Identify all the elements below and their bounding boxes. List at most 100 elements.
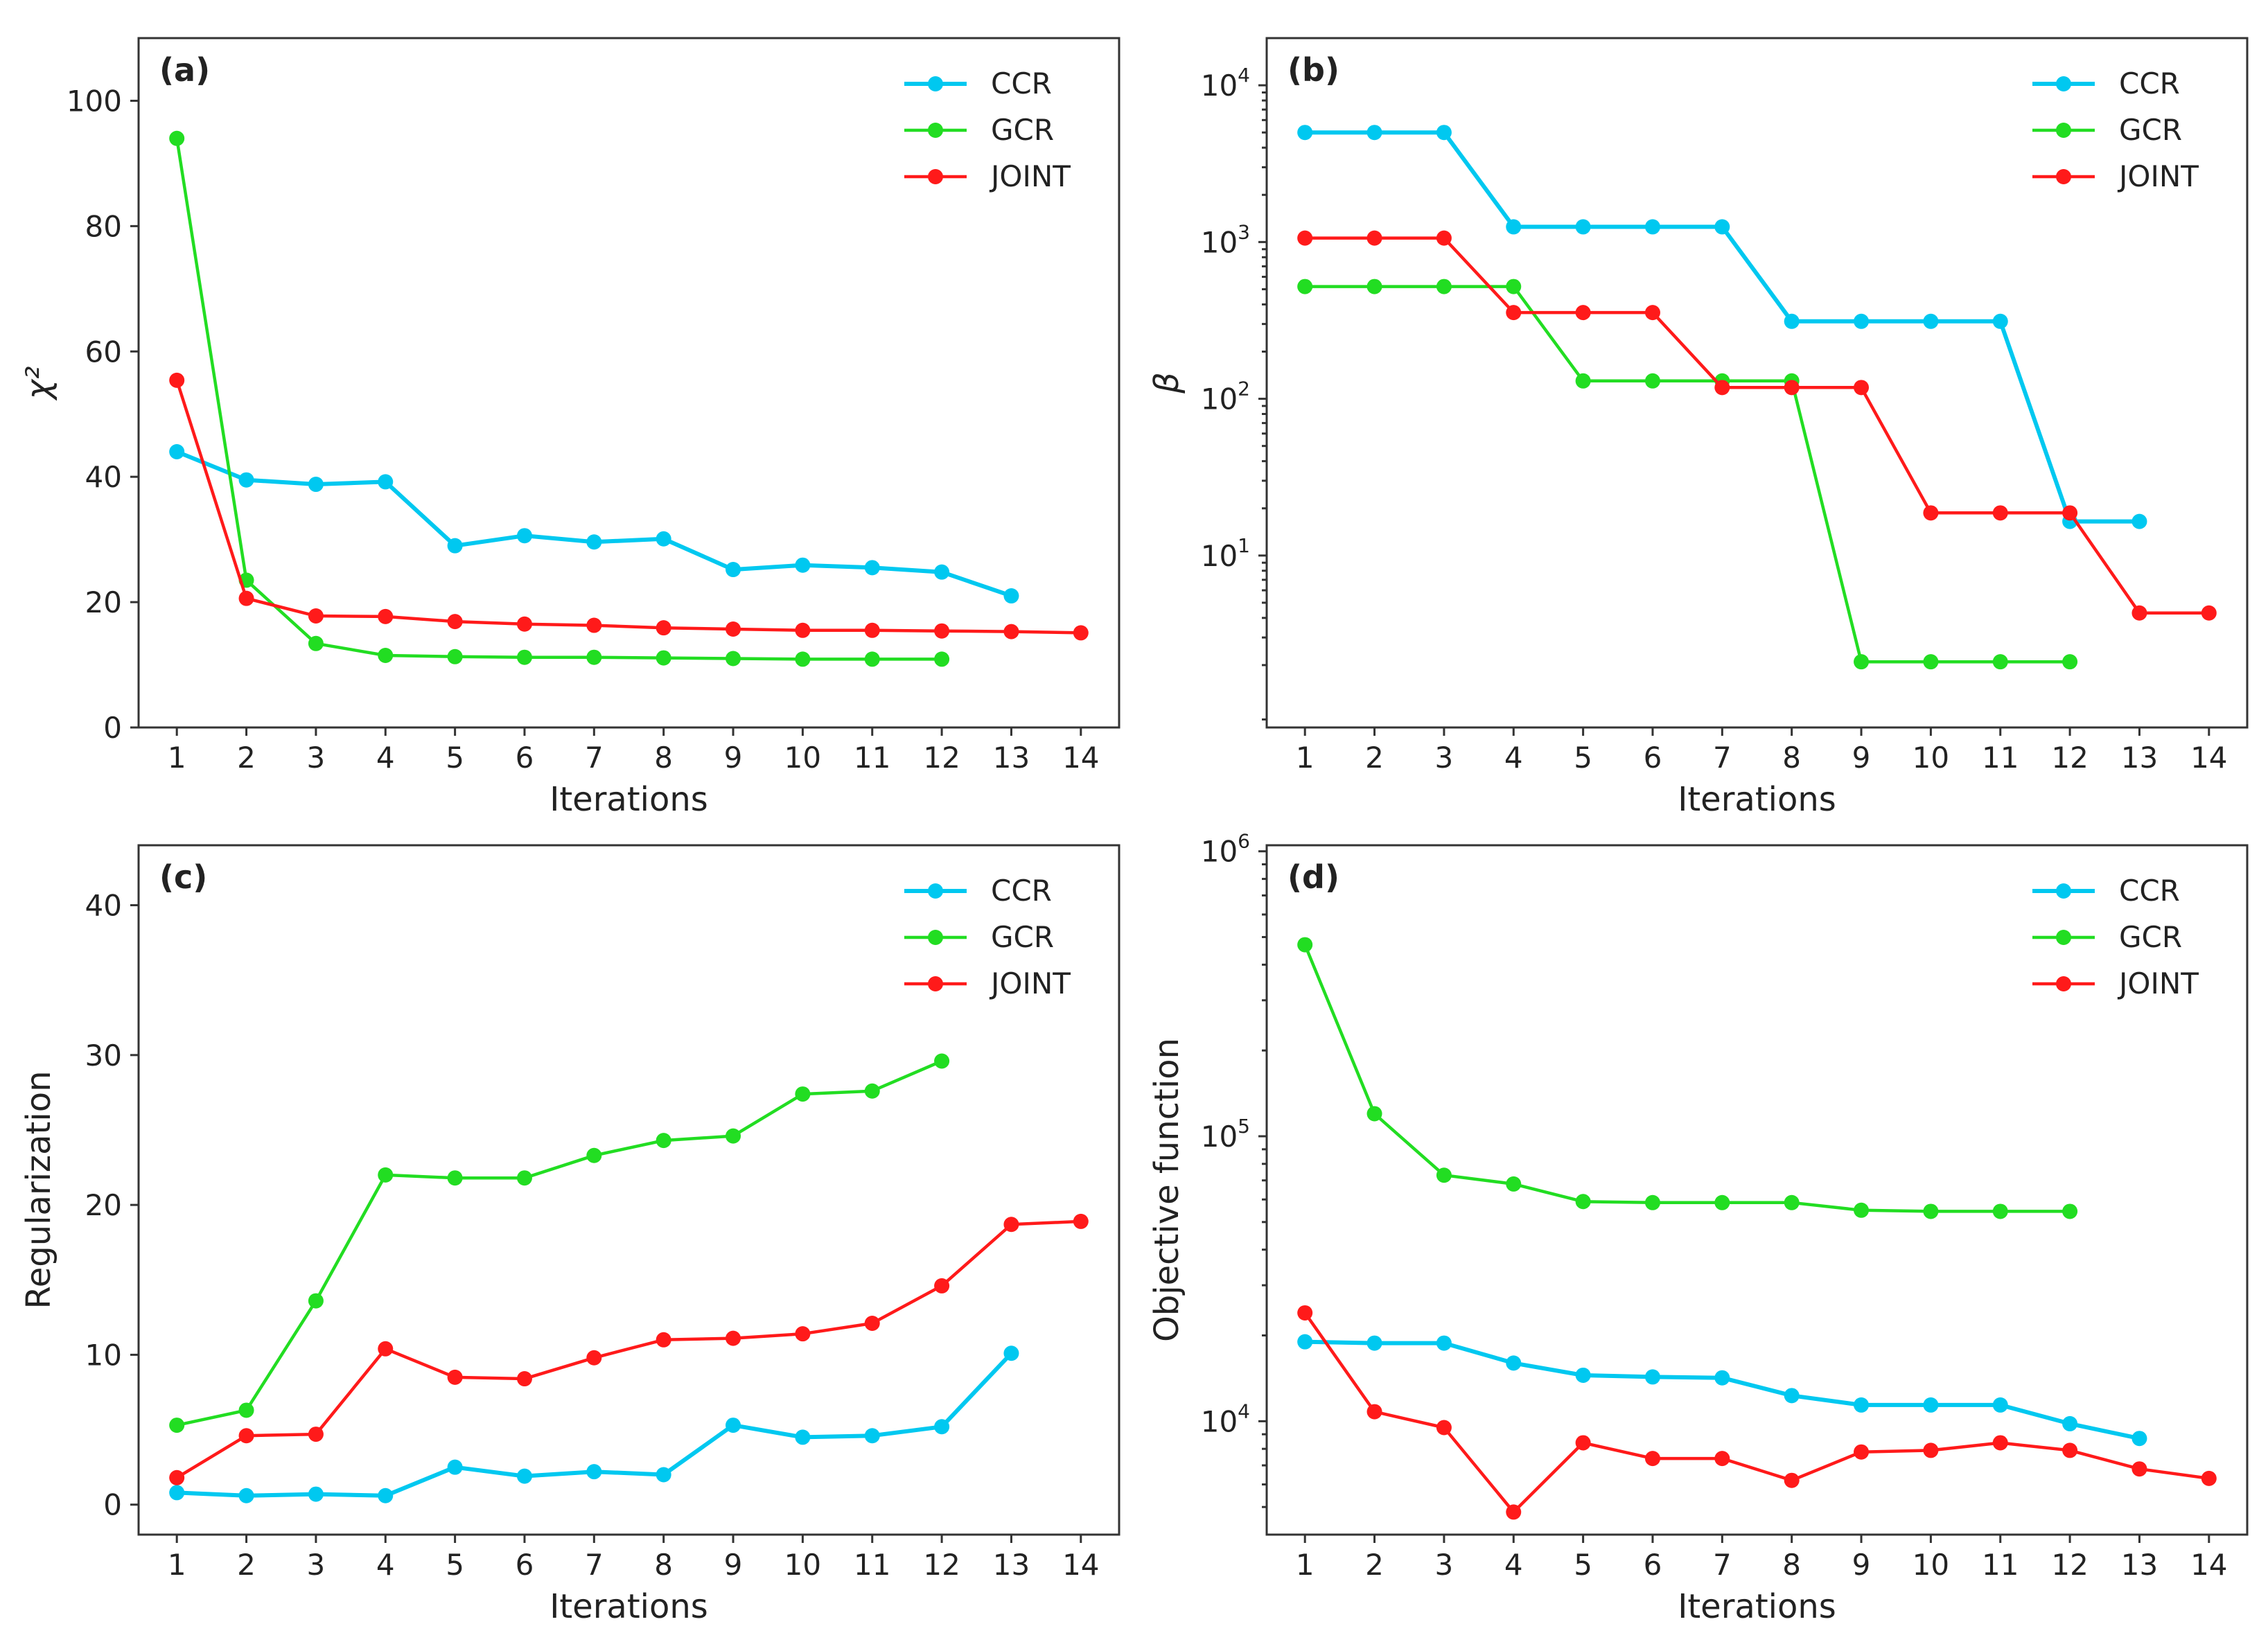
data-point [1436, 1335, 1452, 1351]
data-point [864, 622, 880, 638]
x-tick-label: 13 [2121, 741, 2158, 775]
data-point [934, 1278, 950, 1294]
x-tick-label: 13 [2121, 1548, 2158, 1582]
legend-label: JOINT [2117, 966, 2199, 1000]
data-point [1923, 313, 1939, 329]
data-point [1073, 625, 1089, 641]
data-point [1854, 1202, 1870, 1218]
y-axis-label: Objective function [1148, 1038, 1186, 1342]
data-point [726, 1418, 741, 1433]
x-tick-label: 6 [516, 741, 534, 775]
x-tick-label: 5 [1574, 741, 1592, 775]
series-joint [1297, 230, 2217, 621]
data-point [795, 557, 811, 573]
data-point [1297, 279, 1313, 294]
data-point [1854, 654, 1870, 670]
legend-label: CCR [991, 874, 1052, 908]
data-point [586, 534, 602, 550]
data-point [656, 1133, 671, 1149]
series-line [175, 138, 942, 661]
chart-a: 1 2 3 4 5 6 7 8 9 10 11 12 13 14020406080100Iteration… [19, 37, 1120, 819]
x-tick-label: 6 [1644, 741, 1662, 775]
data-point [1003, 1217, 1019, 1233]
data-point [308, 1293, 324, 1309]
data-point [1297, 230, 1313, 246]
x-tick-label: 8 [654, 741, 673, 775]
series-ccr [169, 1345, 1019, 1503]
data-point [2131, 1461, 2147, 1477]
y-tick-label: 103 [1201, 220, 1250, 259]
data-point [656, 531, 671, 547]
y-tick-label: 40 [85, 460, 122, 494]
data-point [1073, 1213, 1089, 1229]
data-point [516, 1170, 532, 1186]
data-point [1714, 219, 1730, 235]
x-tick-label: 7 [1713, 741, 1732, 775]
data-point [1003, 624, 1019, 639]
x-tick-label: 13 [993, 741, 1030, 775]
data-point [1992, 1203, 2008, 1219]
x-tick-label: 12 [923, 1548, 960, 1582]
panel-label: (a) [159, 51, 210, 89]
x-tick-label: 7 [585, 1548, 604, 1582]
legend-marker [2056, 76, 2071, 91]
x-tick-label: 10 [784, 1548, 821, 1582]
x-tick-label: 14 [2190, 741, 2227, 775]
data-point [2201, 605, 2217, 621]
data-point [447, 1459, 463, 1475]
x-tick-label: 5 [1574, 1548, 1592, 1582]
data-point [656, 1332, 671, 1348]
data-point [447, 1170, 463, 1186]
data-point [447, 648, 463, 664]
data-point [1297, 1305, 1313, 1321]
legend-item-ccr: CCR [2032, 67, 2180, 100]
data-point [1644, 1194, 1660, 1210]
x-tick-label: 11 [1982, 741, 2019, 775]
series-ccr [1297, 1334, 2147, 1447]
series-gcr [1297, 279, 2078, 670]
y-tick-label: 104 [1201, 64, 1250, 103]
x-tick-label: 13 [993, 1548, 1030, 1582]
data-point [1854, 1444, 1870, 1460]
data-point [656, 1467, 671, 1483]
series-line [1303, 1312, 2210, 1514]
legend-label: CCR [2119, 67, 2180, 100]
data-point [1992, 505, 2008, 521]
data-point [169, 1469, 185, 1485]
y-tick-label: 0 [103, 1488, 122, 1522]
x-axis-label: Iterations [1678, 780, 1836, 819]
data-point [586, 649, 602, 665]
x-tick-label: 6 [1644, 1548, 1662, 1582]
data-point [1854, 380, 1870, 396]
series-ccr [1297, 125, 2147, 529]
legend-marker [2056, 976, 2071, 991]
legend-marker [928, 883, 943, 899]
y-tick-label: 40 [85, 889, 122, 923]
y-tick-label: 80 [85, 209, 122, 243]
data-point [1714, 1370, 1730, 1386]
data-point [795, 1429, 811, 1445]
y-tick-label: 0 [103, 711, 122, 745]
data-point [934, 1419, 950, 1435]
data-point [238, 1428, 254, 1444]
data-point [2131, 513, 2147, 529]
legend-label: CCR [991, 67, 1052, 100]
data-point [1992, 654, 2008, 670]
data-point [1297, 1334, 1313, 1350]
series-gcr [1297, 937, 2078, 1219]
x-tick-label: 1 [168, 741, 186, 775]
data-point [1644, 1451, 1660, 1467]
data-point [1297, 125, 1313, 141]
x-tick-label: 2 [237, 741, 256, 775]
x-tick-label: 10 [1913, 1548, 1949, 1582]
x-tick-label: 14 [1062, 1548, 1099, 1582]
data-point [1003, 588, 1019, 604]
data-point [864, 1428, 880, 1444]
data-point [864, 560, 880, 576]
data-point [1506, 1355, 1522, 1371]
data-point [1366, 125, 1382, 141]
data-point [2131, 1431, 2147, 1447]
data-point [1854, 1397, 1870, 1413]
legend-item-gcr: GCR [2032, 113, 2182, 147]
data-point [586, 1350, 602, 1366]
